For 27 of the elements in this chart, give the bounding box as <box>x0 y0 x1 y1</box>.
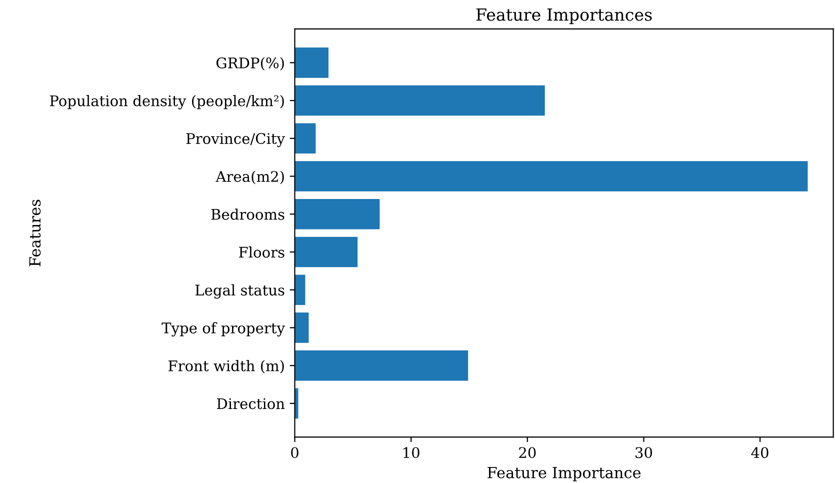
bar <box>294 85 545 116</box>
bar <box>294 48 328 78</box>
y-tick-label: Population density (people/km²) <box>50 94 284 110</box>
bar <box>294 198 380 230</box>
x-tick-label: 0 <box>291 447 298 458</box>
y-tick-label: Type of property <box>162 322 285 336</box>
y-tick-label: Floors <box>239 246 284 258</box>
bar <box>294 236 358 268</box>
y-tick-label: Front width (m) <box>168 360 284 374</box>
y-tick-label: Direction <box>217 398 285 410</box>
y-tick-label: Province/City <box>186 133 285 148</box>
bar <box>294 350 468 381</box>
y-tick-label: Legal status <box>195 284 284 299</box>
y-axis-title: Features <box>29 200 41 266</box>
y-tick-label: GRDP(%) <box>216 57 284 70</box>
x-tick-label: 10 <box>404 447 420 458</box>
y-tick-label: Bedrooms <box>211 208 284 220</box>
chart-title: Feature Importances <box>476 8 652 24</box>
x-axis-title: Feature Importance <box>488 466 641 482</box>
x-tick-label: 30 <box>636 447 652 458</box>
bar <box>294 312 309 343</box>
y-tick-label: Area(m2) <box>216 170 284 184</box>
bar <box>294 274 306 305</box>
x-tick-label: 20 <box>519 447 536 458</box>
bar <box>294 161 808 192</box>
x-tick-label: 40 <box>751 447 768 458</box>
bar <box>294 123 316 154</box>
